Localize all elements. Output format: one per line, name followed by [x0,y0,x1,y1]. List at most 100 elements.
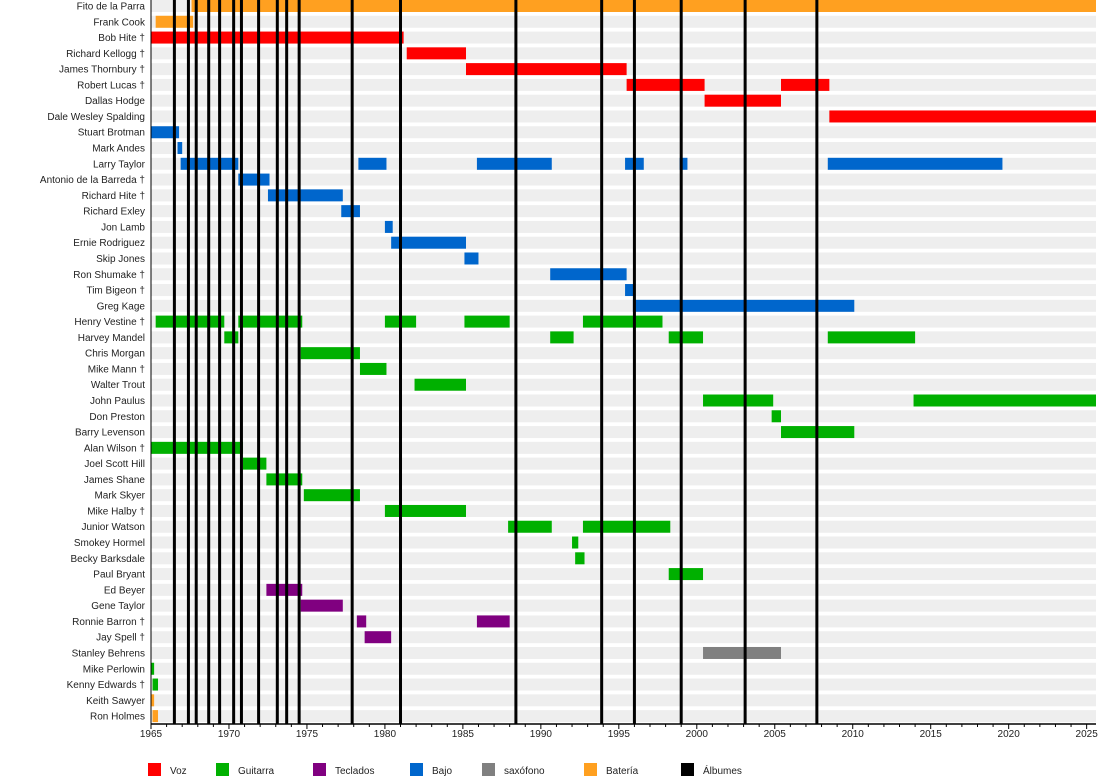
album-line [257,0,261,724]
span-bar-teclados [476,615,510,628]
span-bar-guitarra [359,362,387,375]
legend-label: Voz [170,766,187,777]
span-bar-bajo [476,157,552,170]
x-tick-label: 1995 [608,729,631,740]
album-line [514,0,518,724]
album-line [194,0,198,724]
x-tick-label: 1990 [530,729,553,740]
legend-label: Batería [606,766,639,777]
member-label: Barry Levenson [75,428,145,439]
span-bar-teclados [300,599,343,612]
legend-swatch-guitarra [216,763,229,776]
member-label: Ronnie Barron † [72,617,145,628]
member-label: Richard Kellogg † [66,49,145,60]
row-band [151,189,1096,202]
row-band [151,694,1096,707]
span-bar-guitarra [384,504,466,517]
album-line [600,0,604,724]
span-bar-guitarra [668,331,704,344]
legend-swatch-voz [148,763,161,776]
span-bar-guitarra [582,315,663,328]
row-band [151,362,1096,375]
member-label: Bob Hite † [98,33,145,44]
span-bar-voz [829,110,1096,123]
member-label: John Paulus [90,396,145,407]
row-band [151,678,1096,691]
row-band [151,568,1096,581]
row-band [151,646,1096,659]
member-label: Jon Lamb [101,222,145,233]
member-label: Richard Hite † [82,191,145,202]
x-tick-label: 1980 [374,729,397,740]
span-bar-guitarra [572,536,579,549]
span-bar-bajo [341,205,360,218]
member-label: Mike Mann † [88,364,145,375]
member-label: Paul Bryant [93,570,145,581]
span-bar-bateria [191,0,1096,12]
member-label: Ron Shumake † [73,270,145,281]
member-label: Joel Scott Hill [84,459,145,470]
legend-swatch-bajo [410,763,423,776]
legend-swatch-saxofono [482,763,495,776]
span-bar-guitarra [152,678,159,691]
span-bar-guitarra [300,347,360,360]
row-band [151,615,1096,628]
member-label: Becky Barksdale [71,554,146,565]
album-line [285,0,289,724]
legend-swatch-albumes [681,763,694,776]
row-band [151,631,1096,644]
row-band [151,252,1096,265]
span-bar-bajo [151,126,180,139]
member-label: Ernie Rodriguez [73,238,145,249]
span-bar-guitarra [913,394,1096,407]
span-bar-guitarra [155,315,225,328]
member-label: Frank Cook [93,17,146,28]
span-bar-guitarra [266,473,303,486]
row-band [151,394,1096,407]
member-label: Fito de la Parra [77,2,146,13]
span-bar-bajo [679,157,688,170]
span-bar-teclados [364,631,392,644]
span-bar-bajo [464,252,479,265]
album-line [679,0,683,724]
legend-label: Teclados [335,766,374,777]
x-tick-label: 1985 [452,729,475,740]
row-band [151,205,1096,218]
row-band [151,583,1096,596]
row-band [151,347,1096,360]
x-tick-label: 1970 [218,729,241,740]
album-line [632,0,636,724]
row-band [151,662,1096,675]
x-tick-label: 1965 [140,729,163,740]
member-label: Mike Perlowin [83,664,145,675]
row-band [151,31,1096,44]
row-band [151,441,1096,454]
row-band [151,599,1096,612]
legend-swatch-teclados [313,763,326,776]
row-band [151,173,1096,186]
span-bar-voz [781,78,830,91]
album-line [399,0,403,724]
member-label: Gene Taylor [91,601,145,612]
x-tick-label: 1975 [296,729,319,740]
row-band [151,331,1096,344]
row-band [151,126,1096,139]
x-tick-label: 2025 [1076,729,1099,740]
span-bar-teclados [356,615,367,628]
row-band [151,536,1096,549]
span-bar-bajo [625,284,635,297]
album-line [239,0,243,724]
x-tick-label: 2005 [764,729,787,740]
member-label: Keith Sawyer [86,696,146,707]
album-line [815,0,819,724]
row-band [151,457,1096,470]
album-line [218,0,222,724]
row-band [151,426,1096,439]
row-band [151,489,1096,502]
member-label: Tim Bigeon † [86,286,145,297]
album-line [207,0,211,724]
member-label: Don Preston [89,412,145,423]
span-bar-guitarra [771,410,781,423]
span-bar-bajo [391,236,466,249]
